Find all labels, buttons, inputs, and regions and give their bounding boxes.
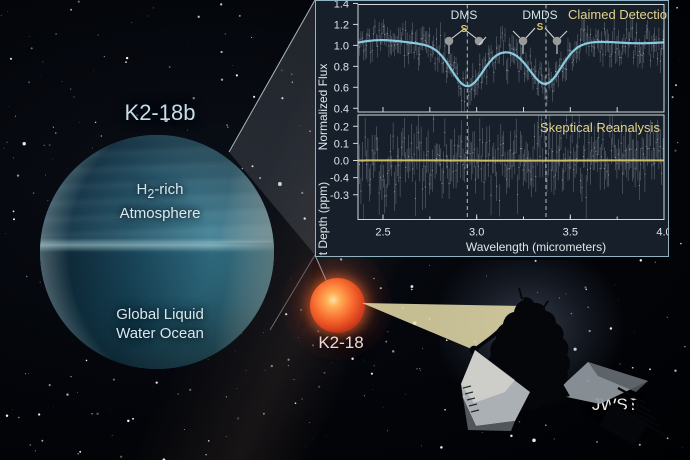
svg-text:S: S: [461, 24, 468, 35]
svg-text:S: S: [537, 22, 544, 33]
